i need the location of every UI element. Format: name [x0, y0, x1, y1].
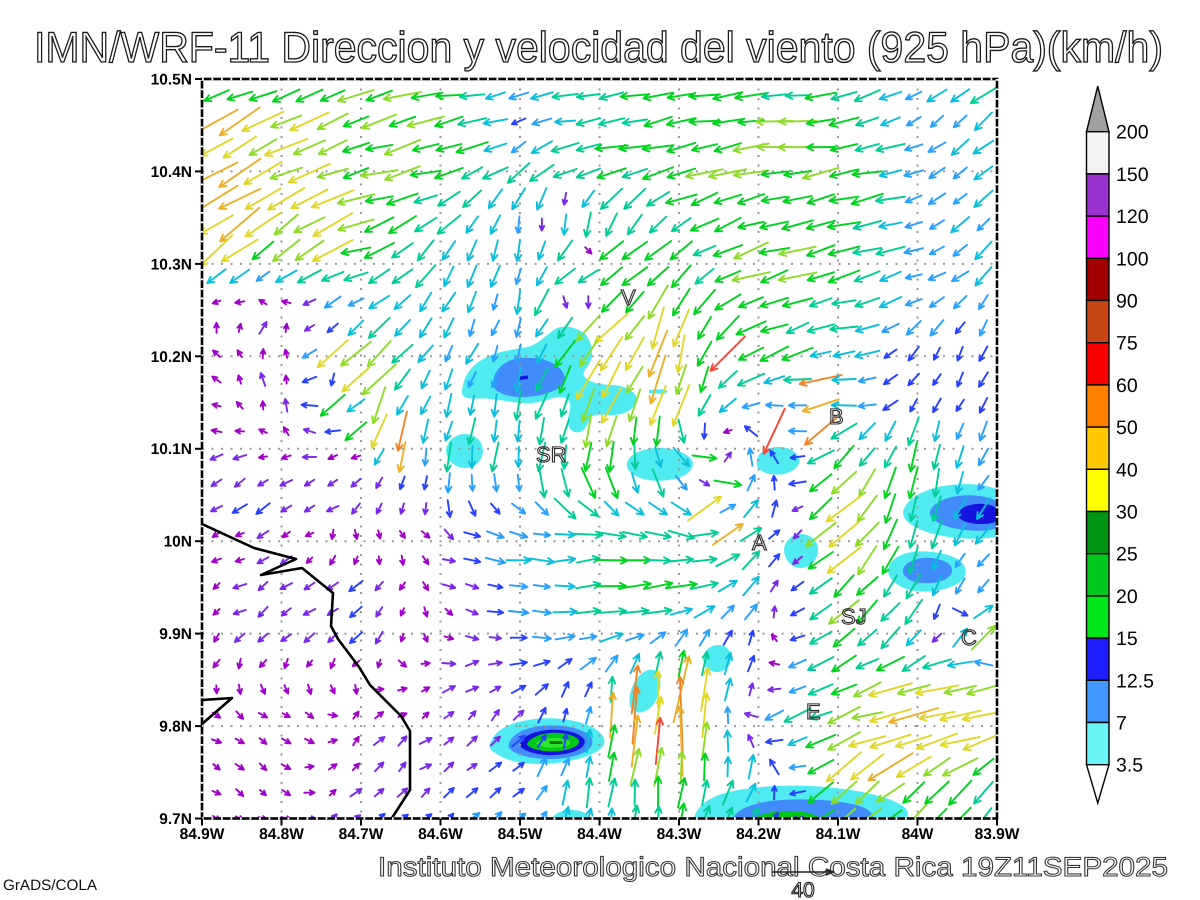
- svg-text:150: 150: [1116, 164, 1149, 186]
- svg-text:12.5: 12.5: [1116, 670, 1154, 692]
- svg-text:15: 15: [1116, 628, 1138, 650]
- svg-text:3.5: 3.5: [1116, 755, 1143, 777]
- svg-text:30: 30: [1116, 502, 1138, 524]
- svg-text:10.4N: 10.4N: [151, 164, 192, 181]
- svg-text:84.2W: 84.2W: [736, 826, 781, 843]
- svg-text:84.6W: 84.6W: [418, 826, 463, 843]
- svg-text:83.9W: 83.9W: [975, 826, 1020, 843]
- svg-text:200: 200: [1116, 122, 1149, 144]
- svg-text:40: 40: [791, 879, 814, 900]
- svg-text:84.1W: 84.1W: [816, 826, 861, 843]
- svg-text:10.3N: 10.3N: [151, 256, 192, 273]
- svg-text:IMN/WRF-11 Direccion y velocid: IMN/WRF-11 Direccion y velocidad del vie…: [34, 24, 1163, 72]
- svg-text:9.8N: 9.8N: [159, 719, 192, 736]
- svg-text:Instituto Meteorologico Nacion: Instituto Meteorologico Nacional Costa R…: [378, 852, 1168, 882]
- svg-text:9.7N: 9.7N: [159, 811, 192, 828]
- svg-text:B: B: [829, 404, 844, 429]
- svg-text:84.7W: 84.7W: [339, 826, 384, 843]
- svg-text:120: 120: [1116, 206, 1149, 228]
- svg-text:SR: SR: [536, 442, 567, 467]
- svg-text:50: 50: [1116, 417, 1138, 439]
- svg-text:84.5W: 84.5W: [498, 826, 543, 843]
- svg-text:84W: 84W: [902, 826, 934, 843]
- svg-text:V: V: [621, 285, 636, 310]
- svg-text:C: C: [961, 625, 977, 650]
- svg-text:GrADS/COLA: GrADS/COLA: [3, 877, 97, 894]
- svg-text:100: 100: [1116, 248, 1149, 270]
- svg-text:84.4W: 84.4W: [577, 826, 622, 843]
- svg-text:84.8W: 84.8W: [259, 826, 304, 843]
- svg-text:E: E: [806, 699, 821, 724]
- svg-text:75: 75: [1116, 333, 1138, 355]
- svg-text:40: 40: [1116, 459, 1138, 481]
- svg-text:90: 90: [1116, 291, 1138, 313]
- svg-text:20: 20: [1116, 586, 1138, 608]
- svg-text:9.9N: 9.9N: [159, 626, 192, 643]
- svg-text:25: 25: [1116, 544, 1138, 566]
- svg-text:7: 7: [1116, 713, 1127, 735]
- svg-text:84.3W: 84.3W: [657, 826, 702, 843]
- svg-text:A: A: [752, 530, 767, 555]
- svg-text:10.1N: 10.1N: [151, 441, 192, 458]
- svg-text:60: 60: [1116, 375, 1138, 397]
- svg-text:10.5N: 10.5N: [151, 72, 192, 89]
- svg-text:SJ: SJ: [841, 604, 867, 629]
- svg-text:10N: 10N: [164, 534, 192, 551]
- svg-text:84.9W: 84.9W: [180, 826, 225, 843]
- svg-text:10.2N: 10.2N: [151, 349, 192, 366]
